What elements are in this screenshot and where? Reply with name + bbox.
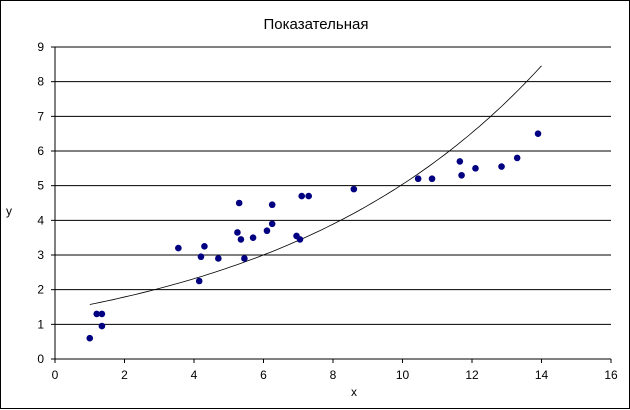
data-point-0-14 [263,227,271,235]
data-point-0-15 [268,220,276,228]
data-point-0-0 [86,334,94,342]
data-point-0-10 [235,199,243,207]
x-tick-label-0: 0 [52,368,59,382]
x-axis-label: x [351,385,357,399]
data-point-0-11 [237,236,245,243]
data-point-0-23 [428,175,436,183]
y-tick-label-9: 9 [37,40,44,54]
trendline [89,65,542,305]
data-point-0-27 [498,163,505,170]
axes [51,46,612,363]
data-point-0-22 [414,175,422,183]
trendline-layer [89,65,542,305]
gridlines [55,46,611,325]
data-point-0-7 [201,243,208,250]
data-point-0-29 [534,130,542,137]
y-axis-label: y [6,204,12,218]
data-points [86,130,542,342]
data-point-0-12 [241,255,248,262]
y-tick-label-0: 0 [37,352,44,366]
data-point-0-8 [215,255,222,262]
data-point-0-25 [458,171,465,179]
x-tick-label-14: 14 [535,368,549,382]
x-tick-label-4: 4 [191,368,198,382]
y-tick-label-6: 6 [37,144,44,158]
x-tick-label-2: 2 [121,368,128,382]
data-point-0-28 [513,154,521,162]
y-tick-label-3: 3 [37,248,44,262]
x-tick-label-10: 10 [396,368,410,382]
x-tick-label-16: 16 [604,368,618,382]
data-point-0-13 [249,234,257,241]
data-point-0-3 [98,322,106,330]
y-tick-label-4: 4 [37,213,44,227]
x-tick-label-12: 12 [465,368,479,382]
data-point-0-18 [296,236,304,243]
data-point-0-24 [456,158,464,165]
data-point-0-21 [350,185,358,193]
data-point-0-9 [234,229,241,236]
data-point-0-19 [298,192,306,200]
y-tick-label-5: 5 [37,179,44,193]
y-tick-label-1: 1 [37,317,44,331]
x-tick-label-6: 6 [260,368,267,382]
y-tick-label-2: 2 [37,283,44,297]
data-point-0-1 [93,310,100,318]
data-point-0-4 [175,244,182,252]
data-point-0-6 [197,253,205,261]
y-tick-label-7: 7 [37,109,44,123]
y-tick-label-8: 8 [37,75,44,89]
data-point-0-26 [472,165,479,172]
data-point-0-20 [305,192,312,200]
x-tick-label-8: 8 [330,368,337,382]
data-point-0-16 [268,201,276,209]
data-point-0-5 [195,277,203,285]
chart-title: Показательная [264,16,369,33]
data-point-0-2 [98,310,106,318]
